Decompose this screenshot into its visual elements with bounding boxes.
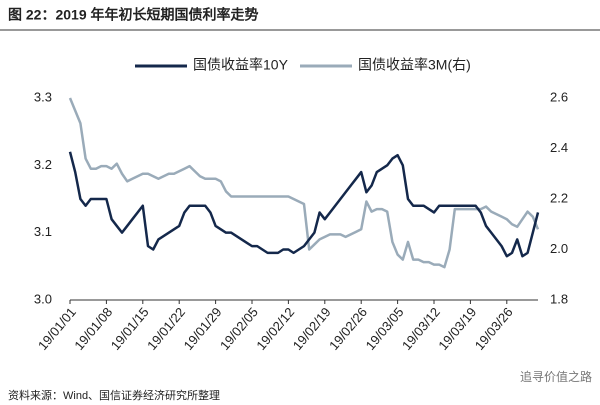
x-tick-label: 19/03/12 (399, 304, 443, 352)
y2-tick-label: 2.2 (550, 190, 568, 205)
x-tick-label: 19/02/19 (290, 304, 334, 352)
y2-tick-label: 1.8 (550, 291, 568, 306)
x-tick-label: 19/03/05 (363, 304, 407, 352)
y2-tick-label: 2.6 (550, 89, 568, 104)
series-line (68, 151, 540, 258)
y-tick-label: 3.2 (34, 157, 52, 172)
x-tick-label: 19/01/29 (181, 304, 225, 352)
x-tick-label: 19/01/01 (35, 304, 79, 352)
y-tick-label: 3.1 (34, 224, 52, 239)
source: 资料来源：Wind、国信证券经济研究所整理 (8, 388, 220, 402)
x-tick-label: 19/01/15 (108, 304, 152, 352)
x-tick-label: 19/03/26 (472, 304, 516, 352)
x-tick-label: 19/02/26 (326, 304, 370, 352)
y2-tick-label: 2.0 (550, 241, 568, 256)
legend-label: 国债收益率3M(右) (358, 57, 471, 73)
x-tick-label: 19/03/19 (435, 304, 479, 352)
x-tick-label: 19/02/05 (217, 304, 261, 352)
x-tick-label: 19/01/22 (144, 304, 188, 352)
x-tick-label: 19/01/08 (71, 304, 115, 352)
x-tick-label: 19/02/12 (253, 304, 297, 352)
watermark: 追寻价值之路 (520, 369, 592, 384)
y2-tick-label: 2.4 (550, 140, 568, 155)
chart-title: 图 22：2019 年年初长短期国债利率走势 (8, 7, 259, 23)
series-line (68, 97, 540, 269)
y-tick-label: 3.0 (34, 291, 52, 306)
y-tick-label: 3.3 (34, 89, 52, 104)
legend-label: 国债收益率10Y (193, 57, 289, 73)
